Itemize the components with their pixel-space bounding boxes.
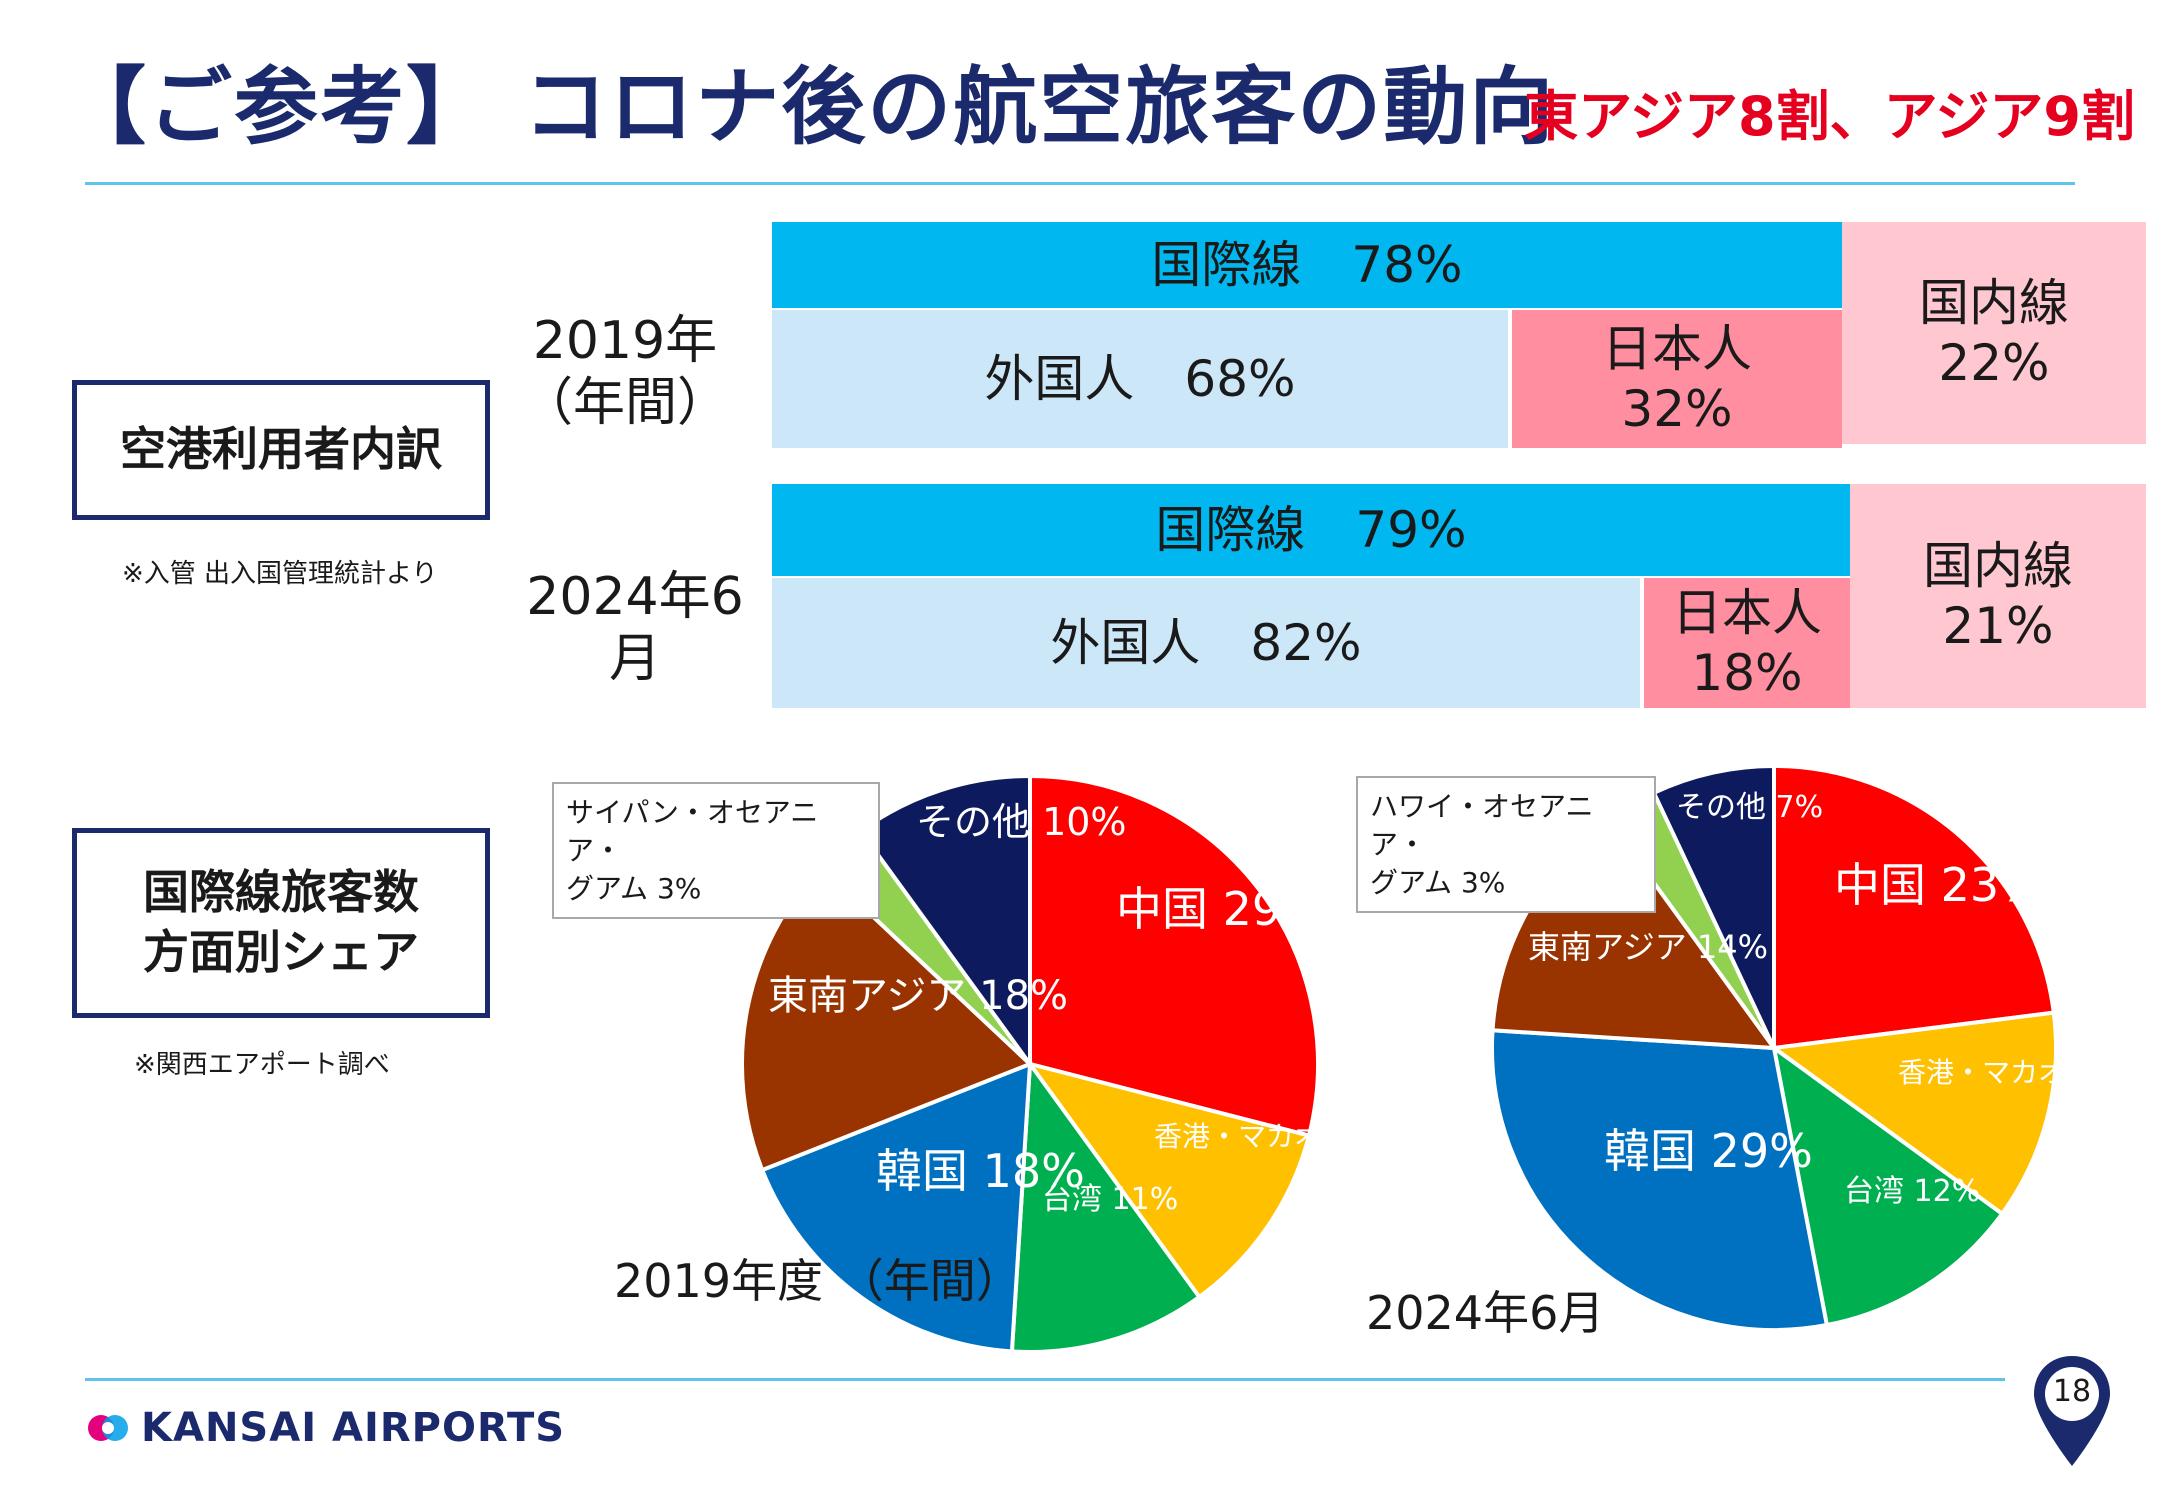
pie2-label-sea: 東南アジア 14% [1528, 928, 1769, 966]
header-divider [85, 182, 2075, 185]
row-label-2024-06: 2024年6月 [526, 567, 744, 690]
bar-2024-japanese: 日本人 18% [1644, 578, 1850, 708]
pie2-slice-0 [1772, 763, 2057, 1051]
bar-2024-domestic: 国内線 21% [1850, 484, 2146, 708]
bar-2024-foreign: 外国人 82% [772, 578, 1640, 708]
footer-divider [85, 1378, 2005, 1381]
pie1-slice-0 [1028, 773, 1320, 1139]
pie1-slice-3 [759, 1060, 1033, 1354]
pie2-slice-1 [1768, 1010, 2058, 1217]
bar-2019-international: 国際線 78% [772, 222, 1842, 308]
section-label-region-share: 国際線旅客数 方面別シェア [72, 828, 490, 1018]
pie2-label-taiwan: 台湾 12% [1844, 1174, 1981, 1209]
kansai-logo-icon [88, 1415, 128, 1441]
source-note-kansai: ※関西エアポート調べ [134, 1050, 390, 1080]
pie2-label-oceania: ハワイ・オセアニア・ グアム 3% [1356, 776, 1656, 914]
page-number: 18 [2052, 1374, 2092, 1409]
section-label-airport-users: 空港利用者内訳 [72, 380, 490, 520]
pie1-label-taiwan: 台湾 11% [1042, 1182, 1179, 1217]
brand-name: KANSAI AIRPORTS [141, 1405, 566, 1451]
bar-2019-domestic: 国内線 22% [1842, 222, 2146, 444]
pie2-label-china: 中国 23% [1834, 858, 2043, 912]
pie1-title: 2019年度 （年間） [614, 1254, 1022, 1308]
pie1-label-sea: 東南アジア 18% [768, 973, 1069, 1019]
pie1-slice-1 [1025, 1060, 1312, 1300]
page-title: 【ご参考】 コロナ後の航空旅客の動向 [62, 58, 1556, 156]
pie1-label-china: 中国 29% [1116, 882, 1325, 936]
pie1-slice-2 [1009, 1058, 1203, 1354]
bar-2019-japanese: 日本人 32% [1512, 310, 1842, 448]
pie2-label-other: その他 7% [1676, 790, 1824, 825]
bar-2019-foreign: 外国人 68% [772, 310, 1508, 448]
source-note-immigration: ※入管 出入国管理統計より [122, 559, 438, 589]
pie2-label-hongkong: 香港・マカオ 12% [1898, 1056, 2138, 1089]
bar-2024-international: 国際線 79% [772, 484, 1850, 576]
pie1-label-oceania: サイパン・オセアニア・ グアム 3% [552, 782, 880, 920]
row-label-2019: 2019年 （年間） [520, 311, 729, 434]
pie2-title: 2024年6月 [1366, 1286, 1605, 1340]
pie1-label-hongkong: 香港・マカオ 11% [1154, 1120, 1394, 1153]
pie2-slice-6 [1651, 763, 1776, 1049]
pie1-label-other: その他 10% [916, 800, 1127, 844]
page-subtitle: 東アジア8割、アジア9割 [1524, 85, 2135, 148]
pie2-label-korea: 韓国 29% [1604, 1124, 1813, 1178]
pie2-slice-3 [1490, 1028, 1830, 1332]
brand-logo: KANSAI AIRPORTS [85, 1405, 565, 1451]
pie1-label-korea: 韓国 18% [876, 1144, 1085, 1198]
page-pin-icon [2034, 1356, 2110, 1466]
pie2-slice-2 [1771, 1043, 2005, 1328]
